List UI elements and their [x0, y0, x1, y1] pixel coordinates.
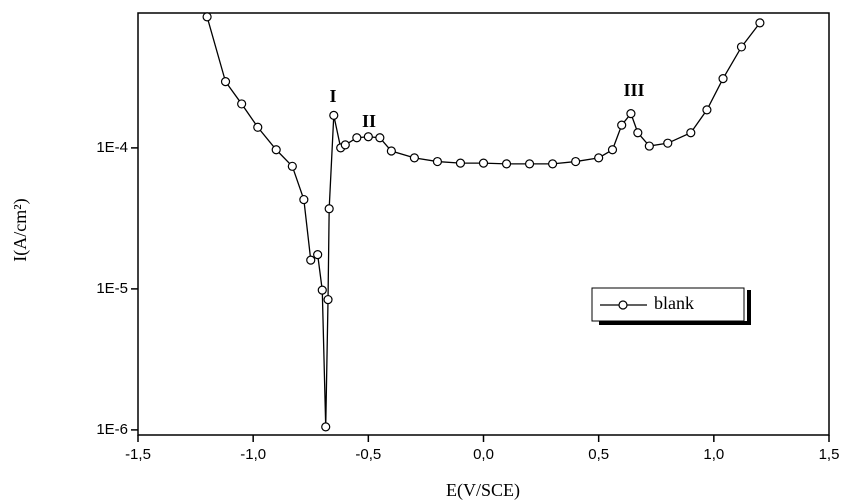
data-marker: [455, 158, 466, 168]
data-marker: [306, 255, 316, 265]
legend-shadow: [747, 290, 751, 325]
y-tick-label: 1E-6: [96, 421, 128, 438]
annotation: III: [623, 80, 644, 100]
data-marker: [594, 153, 604, 163]
data-marker: [329, 110, 339, 120]
data-marker: [633, 128, 643, 138]
data-marker: [287, 161, 297, 171]
legend-marker: [618, 300, 628, 310]
data-marker: [686, 128, 696, 138]
data-marker: [736, 42, 747, 52]
data-marker: [718, 74, 728, 84]
data-marker: [321, 422, 331, 432]
data-marker: [547, 159, 558, 169]
data-marker: [237, 99, 247, 109]
data-marker: [607, 145, 618, 155]
y-tick-label: 1E-4: [96, 139, 128, 156]
x-tick-label: 0,0: [473, 446, 494, 463]
data-marker: [524, 159, 535, 169]
data-marker: [352, 133, 362, 143]
data-marker: [432, 156, 443, 167]
data-marker: [340, 140, 350, 150]
data-marker: [626, 109, 636, 119]
data-marker: [299, 194, 309, 205]
x-tick-label: 1,5: [819, 446, 840, 463]
x-tick-label: -1,5: [125, 446, 151, 463]
y-tick-label: 1E-5: [96, 280, 128, 297]
data-marker: [501, 159, 512, 169]
data-marker: [663, 138, 673, 148]
x-axis-label: E(V/SCE): [446, 480, 520, 501]
data-marker: [363, 132, 373, 142]
data-marker: [324, 204, 334, 214]
annotation: I: [329, 86, 336, 106]
data-marker: [409, 153, 419, 163]
data-marker: [617, 120, 627, 130]
data-marker: [313, 250, 323, 260]
annotation: II: [362, 111, 376, 131]
x-tick-label: 1,0: [703, 446, 724, 463]
data-marker: [317, 285, 327, 295]
data-marker: [253, 122, 263, 132]
data-marker: [702, 105, 712, 115]
data-marker: [202, 12, 212, 22]
data-marker: [571, 156, 581, 167]
x-tick-label: -1,0: [240, 446, 266, 463]
data-line: [206, 16, 761, 427]
data-marker: [478, 158, 489, 168]
x-tick-label: 0,5: [588, 446, 609, 463]
data-marker: [375, 133, 385, 143]
legend-label: blank: [654, 293, 694, 313]
x-tick-label: -0,5: [355, 446, 381, 463]
legend-shadow: [599, 321, 751, 325]
data-marker: [644, 141, 654, 151]
data-marker: [755, 18, 765, 28]
y-axis-label: I(A/cm²): [10, 198, 31, 261]
data-marker: [220, 77, 231, 87]
data-marker: [271, 145, 281, 155]
data-marker: [386, 146, 396, 156]
data-marker: [323, 294, 333, 305]
